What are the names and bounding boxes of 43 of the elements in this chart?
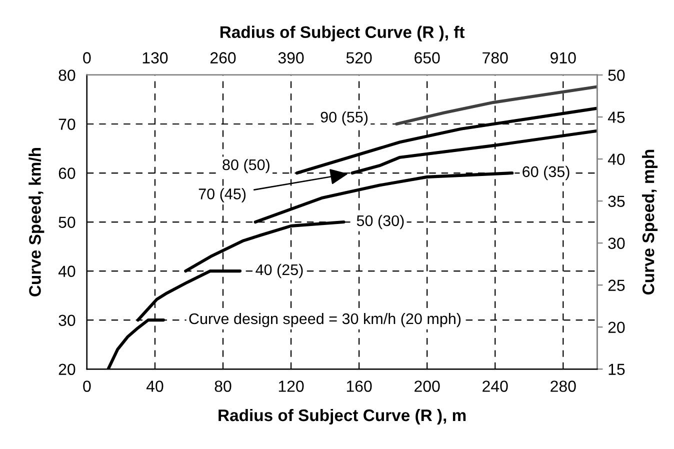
- x2-tick-label: 260: [210, 52, 236, 64]
- x2-tick-label: 390: [278, 52, 304, 64]
- x-axis-title: Radius of Subject Curve (R ), m: [218, 408, 466, 425]
- y2-tick-label: 20: [608, 322, 625, 334]
- x-tick-label: 40: [146, 380, 164, 392]
- annotation: 90 (55): [320, 111, 368, 126]
- y2-tick-label: 15: [608, 364, 625, 376]
- x2-tick-label: 0: [83, 52, 91, 64]
- line-series: [394, 85, 598, 126]
- y2-axis-title: Curve Speed, mph: [642, 150, 658, 295]
- y-tick-label: 80: [58, 70, 76, 81]
- annotation: Curve design speed = 30 km/h (20 mph): [189, 312, 461, 328]
- x-tick-label: 280: [550, 380, 576, 392]
- y2-tick-label: 25: [608, 280, 625, 291]
- x2-tick-label: 520: [346, 52, 372, 64]
- x2-tick-label: 650: [414, 52, 440, 64]
- x-tick-label: 120: [278, 380, 304, 392]
- x2-tick-label: 910: [550, 52, 576, 64]
- annotation: 50 (30): [356, 214, 404, 230]
- annotation: 80 (50): [222, 158, 270, 174]
- x-tick-label: 200: [414, 380, 440, 392]
- x2-axis-title: Radius of Subject Curve (R ), ft: [220, 26, 465, 42]
- x-tick-label: 240: [482, 380, 508, 392]
- x-tick-label: 0: [83, 380, 91, 392]
- y-tick-label: 70: [58, 118, 76, 130]
- y-tick-label: 20: [58, 364, 76, 376]
- x-tick-label: 80: [214, 380, 232, 392]
- y-tick-label: 40: [58, 266, 76, 277]
- y2-tick-label: 45: [608, 112, 625, 123]
- x2-tick-label: 130: [142, 52, 168, 64]
- y-tick-label: 50: [58, 216, 76, 228]
- y2-tick-label: 40: [608, 154, 625, 165]
- x-tick-label: 160: [346, 380, 372, 392]
- annotation: 40 (25): [256, 264, 303, 278]
- y-axis-title: Curve Speed, km/h: [28, 148, 44, 296]
- y-tick-label: 60: [58, 168, 76, 179]
- x2-tick-label: 780: [482, 52, 508, 64]
- y2-tick-label: 50: [608, 70, 625, 81]
- annotation: 70 (45): [198, 188, 246, 202]
- annotation: 60 (35): [522, 166, 570, 180]
- y2-tick-label: 30: [608, 238, 625, 249]
- y-tick-label: 30: [58, 314, 76, 326]
- y2-tick-label: 35: [608, 196, 625, 207]
